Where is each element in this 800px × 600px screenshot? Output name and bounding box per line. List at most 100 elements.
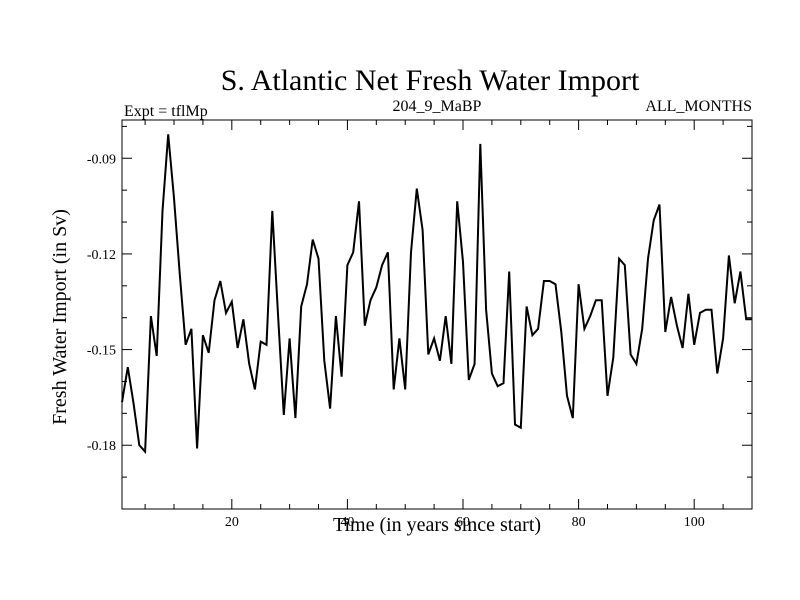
data-point	[566, 395, 568, 397]
data-point	[676, 325, 678, 327]
y-tick-label: -0.12	[87, 248, 116, 263]
data-point	[693, 344, 695, 346]
data-point	[300, 306, 302, 308]
data-point	[138, 444, 140, 446]
data-point	[422, 229, 424, 231]
x-tick-labels: 20 40 60 80 100	[225, 515, 705, 530]
data-point	[370, 299, 372, 301]
data-point	[283, 414, 285, 416]
data-point	[601, 299, 603, 301]
data-point	[410, 251, 412, 253]
data-point	[716, 373, 718, 375]
data-point	[312, 239, 314, 241]
data-point	[364, 325, 366, 327]
data-point	[549, 280, 551, 282]
data-point	[664, 331, 666, 333]
plot-frame	[121, 119, 753, 510]
data-point	[173, 197, 175, 199]
data-point	[670, 296, 672, 298]
data-point	[346, 264, 348, 266]
data-point	[479, 143, 481, 145]
data-point	[578, 283, 580, 285]
x-tick-label: 60	[456, 515, 470, 530]
data-point	[514, 424, 516, 426]
data-point	[491, 373, 493, 375]
axis-ticks	[122, 120, 753, 510]
data-point	[589, 315, 591, 317]
data-point	[526, 306, 528, 308]
data-point	[462, 261, 464, 263]
data-point	[260, 341, 262, 343]
data-point	[202, 334, 204, 336]
data-point	[439, 360, 441, 362]
data-point	[699, 312, 701, 314]
data-point	[219, 280, 221, 282]
data-point	[711, 309, 713, 311]
data-point	[745, 318, 747, 320]
data-point	[121, 401, 123, 403]
data-point	[318, 258, 320, 260]
data-point	[341, 376, 343, 378]
data-point	[607, 395, 609, 397]
data-point	[225, 312, 227, 314]
data-point	[705, 309, 707, 311]
data-point	[635, 363, 637, 365]
data-point	[294, 417, 296, 419]
data-point	[427, 353, 429, 355]
data-point	[231, 301, 233, 303]
data-point	[277, 315, 279, 317]
data-point	[352, 251, 354, 253]
data-point	[508, 271, 510, 273]
data-point	[329, 408, 331, 410]
chart-subtitle-months: ALL_MONTHS	[645, 98, 752, 115]
y-tick-labels: -0.09 -0.12 -0.15 -0.18	[87, 152, 116, 454]
data-point	[560, 331, 562, 333]
data-point	[242, 318, 244, 320]
y-tick-label: -0.18	[87, 439, 116, 454]
x-tick-label: 20	[225, 515, 239, 530]
data-point	[543, 280, 545, 282]
data-point	[450, 363, 452, 365]
data-point	[266, 344, 268, 346]
data-point	[503, 382, 505, 384]
x-tick-label: 80	[572, 515, 586, 530]
data-point	[682, 347, 684, 349]
data-point	[404, 388, 406, 390]
data-point	[208, 352, 210, 354]
data-point	[289, 337, 291, 339]
y-tick-label: -0.15	[87, 344, 116, 359]
data-point	[150, 315, 152, 317]
data-point	[583, 328, 585, 330]
x-tick-label: 40	[340, 515, 354, 530]
data-point	[393, 388, 395, 390]
data-point	[387, 251, 389, 253]
data-point	[456, 200, 458, 202]
data-point	[722, 337, 724, 339]
data-point	[728, 255, 730, 257]
data-point	[127, 366, 129, 368]
data-point	[156, 355, 158, 357]
data-point	[630, 353, 632, 355]
data-point	[237, 347, 239, 349]
data-point	[647, 258, 649, 260]
data-point	[468, 379, 470, 381]
data-point	[537, 328, 539, 330]
y-tick-label: -0.09	[87, 152, 116, 167]
data-point	[358, 200, 360, 202]
data-point	[739, 271, 741, 273]
data-point	[162, 210, 164, 212]
data-point	[185, 344, 187, 346]
data-point	[572, 417, 574, 419]
data-point	[497, 385, 499, 387]
data-point	[375, 286, 377, 288]
data-point	[734, 302, 736, 304]
data-point	[618, 258, 620, 260]
chart-subtitle-run: 204_9_MaBP	[393, 98, 482, 115]
data-point	[167, 133, 169, 135]
data-point	[641, 328, 643, 330]
data-point	[474, 363, 476, 365]
data-point	[248, 363, 250, 365]
data-point	[659, 204, 661, 206]
data-point	[179, 274, 181, 276]
